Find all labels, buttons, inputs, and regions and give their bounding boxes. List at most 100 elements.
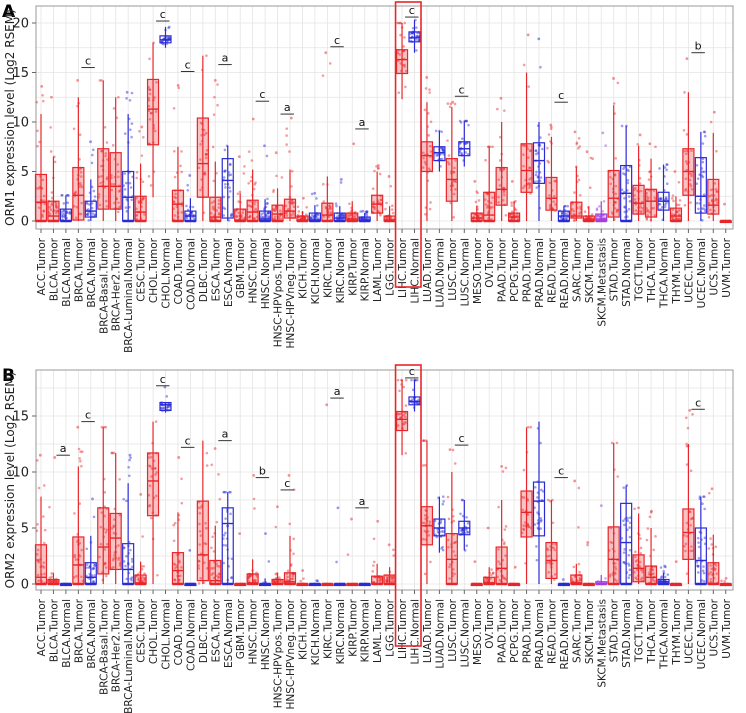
data-point	[671, 219, 675, 222]
data-point	[88, 575, 92, 578]
box-dlbc-tumor: DLBC.Tumor	[196, 440, 210, 663]
x-tick-label: STAD.Tumor	[609, 237, 621, 301]
data-point	[176, 574, 179, 578]
data-point	[300, 582, 304, 586]
data-point	[172, 106, 176, 110]
data-point	[548, 204, 552, 208]
data-point	[534, 159, 538, 162]
data-point	[529, 176, 533, 180]
data-point	[511, 215, 515, 219]
data-point	[148, 504, 152, 507]
data-point	[458, 149, 462, 152]
data-point	[105, 528, 109, 532]
x-tick-label: OV.Tumor	[484, 237, 496, 287]
box-skcm-metastasis: SKCM.Metastasis	[595, 131, 608, 327]
data-point	[539, 441, 542, 445]
data-point	[217, 576, 220, 580]
data-point	[342, 582, 345, 586]
data-point	[516, 219, 520, 222]
outlier-point	[723, 202, 726, 206]
data-point	[521, 144, 525, 147]
data-point	[476, 212, 479, 215]
box-esca-tumor: ESCA.Tumor	[209, 79, 222, 301]
data-point	[336, 211, 339, 215]
data-point	[153, 467, 157, 470]
data-point	[241, 219, 244, 222]
data-point	[390, 204, 394, 208]
data-point	[291, 574, 295, 578]
data-point	[650, 565, 654, 569]
data-point	[105, 205, 109, 208]
data-point	[712, 194, 716, 197]
data-point	[252, 579, 255, 582]
data-point	[328, 202, 331, 205]
data-point	[696, 571, 700, 574]
data-point	[650, 572, 654, 576]
data-point	[186, 183, 190, 187]
data-point	[609, 175, 612, 179]
data-point	[328, 582, 332, 586]
data-point	[726, 219, 730, 223]
data-point	[413, 399, 417, 403]
data-point	[453, 572, 456, 576]
data-point	[452, 192, 456, 196]
outlier-point	[76, 425, 80, 429]
data-point	[348, 217, 351, 220]
x-tick-label: OV.Tumor	[484, 598, 496, 648]
data-point	[139, 580, 143, 584]
data-point	[105, 177, 109, 181]
data-point	[79, 181, 82, 185]
x-tick-label: KIRC.Normal	[335, 599, 347, 664]
data-point	[651, 577, 655, 580]
data-point	[511, 212, 514, 216]
data-point	[53, 160, 57, 164]
significance-label: c	[185, 434, 191, 447]
data-point	[203, 553, 206, 557]
data-point	[276, 577, 280, 580]
data-point	[410, 40, 414, 43]
data-point	[521, 186, 525, 190]
data-point	[161, 409, 164, 413]
data-point	[598, 218, 601, 221]
data-point	[389, 219, 392, 222]
data-point	[627, 576, 631, 579]
data-point	[429, 150, 433, 153]
data-point	[43, 541, 46, 545]
data-point	[363, 212, 367, 216]
data-point	[103, 548, 107, 551]
data-point	[554, 203, 557, 206]
data-point	[39, 565, 43, 569]
data-point	[351, 582, 354, 586]
data-point	[536, 175, 540, 178]
data-point	[678, 217, 682, 220]
x-tick-label: SARC.Tumor	[571, 598, 583, 663]
x-tick-label: LAML.Tumor	[372, 598, 384, 663]
data-point	[510, 215, 514, 219]
data-point	[671, 197, 674, 200]
box-kich-normal: KICH.Normal	[308, 191, 322, 304]
data-point	[190, 582, 194, 586]
data-point	[579, 207, 582, 211]
data-point	[452, 519, 456, 523]
data-point	[380, 198, 383, 202]
data-point	[48, 576, 51, 580]
box-kich-tumor: KICH.Tumor	[296, 196, 309, 299]
significance-label: a	[60, 442, 67, 455]
box-ucec-tumor: UCEC.Tumor	[682, 409, 695, 664]
data-point	[425, 509, 428, 513]
x-tick-label: THCA.Tumor	[646, 598, 658, 664]
data-point	[142, 197, 145, 200]
panel-label: B	[2, 366, 15, 386]
data-point	[261, 216, 265, 220]
data-point	[438, 153, 442, 156]
data-point	[290, 213, 294, 217]
data-point	[634, 576, 637, 579]
data-point	[697, 545, 701, 549]
x-tick-label: KICH.Normal	[310, 238, 322, 304]
data-point	[275, 205, 279, 209]
data-point	[690, 172, 693, 176]
data-point	[540, 499, 543, 502]
data-point	[143, 576, 147, 580]
data-point	[536, 500, 540, 504]
outlier-point	[287, 473, 291, 477]
